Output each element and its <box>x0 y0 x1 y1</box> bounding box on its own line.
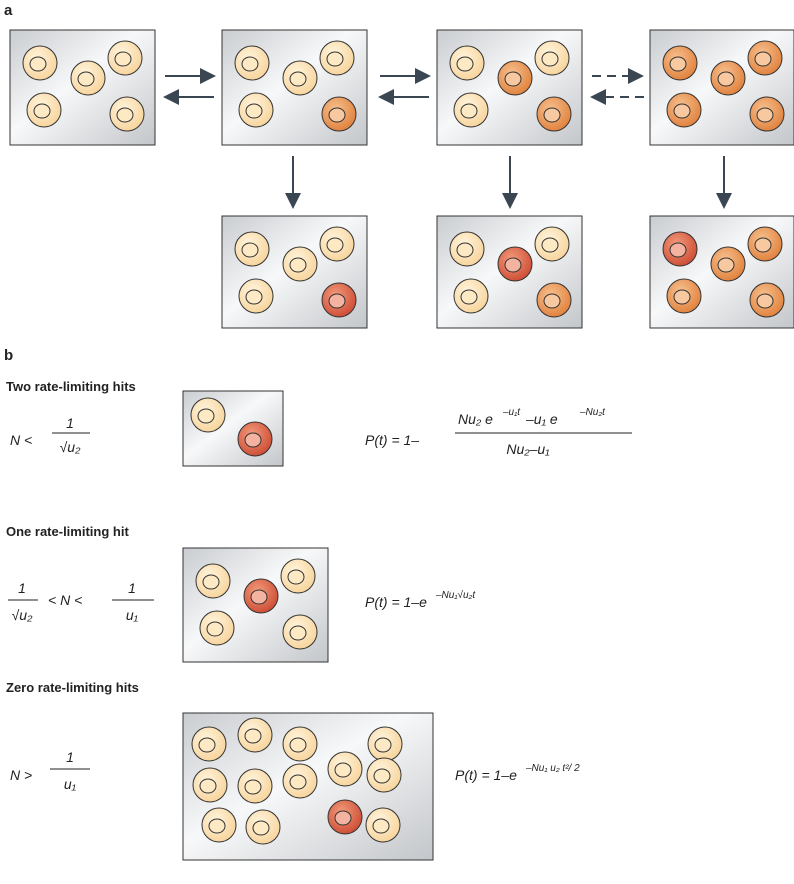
nucleus <box>374 769 390 783</box>
nucleus <box>544 294 560 308</box>
fraction-denominator: √u₂ <box>12 607 33 623</box>
nucleus <box>461 104 477 118</box>
nucleus <box>288 570 304 584</box>
nucleus <box>207 622 223 636</box>
fraction-numerator: 1 <box>128 580 136 596</box>
nucleus <box>246 104 262 118</box>
nucleus <box>670 57 686 71</box>
nucleus <box>457 243 473 257</box>
nucleus <box>78 72 94 86</box>
nucleus <box>755 238 771 252</box>
nucleus <box>117 108 133 122</box>
nucleus <box>245 729 261 743</box>
nucleus <box>457 57 473 71</box>
nucleus <box>290 738 306 752</box>
formula-sup: –Nu₁√u₂t <box>435 589 476 601</box>
fraction-numerator: 1 <box>66 749 74 765</box>
nucleus <box>327 52 343 66</box>
nucleus <box>246 290 262 304</box>
nucleus <box>198 409 214 423</box>
fraction-denominator: √u₂ <box>60 439 81 455</box>
panel-label: b <box>4 347 13 364</box>
nucleus <box>755 52 771 66</box>
section-title: One rate-limiting hit <box>6 524 129 539</box>
fraction-numerator: 1 <box>18 580 26 596</box>
nucleus <box>115 52 131 66</box>
condition: N > <box>10 767 32 783</box>
nucleus <box>34 104 50 118</box>
nucleus <box>290 626 306 640</box>
fraction-denominator: u₁ <box>64 776 77 792</box>
fraction-numerator: 1 <box>66 415 74 431</box>
section-title: Two rate-limiting hits <box>6 379 136 394</box>
nucleus <box>335 763 351 777</box>
nucleus <box>505 258 521 272</box>
nucleus <box>209 819 225 833</box>
nucleus <box>290 72 306 86</box>
nucleus <box>290 775 306 789</box>
section-title: Zero rate-limiting hits <box>6 680 139 695</box>
nucleus <box>757 108 773 122</box>
nucleus <box>329 108 345 122</box>
nucleus <box>203 575 219 589</box>
nucleus <box>674 104 690 118</box>
formula-sup: –Nu₂t <box>579 407 606 418</box>
nucleus <box>327 238 343 252</box>
nucleus <box>461 290 477 304</box>
nucleus <box>505 72 521 86</box>
nucleus <box>674 290 690 304</box>
formula: P(t) = 1–e <box>455 767 517 783</box>
fraction-denominator: u₁ <box>126 607 139 623</box>
nucleus <box>245 433 261 447</box>
nucleus <box>245 780 261 794</box>
nucleus <box>199 738 215 752</box>
nucleus <box>200 779 216 793</box>
nucleus <box>335 811 351 825</box>
nucleus <box>375 738 391 752</box>
nucleus <box>242 57 258 71</box>
nucleus <box>242 243 258 257</box>
formula: Nu₂–u₁ <box>506 441 550 457</box>
nucleus <box>718 258 734 272</box>
nucleus <box>253 821 269 835</box>
condition: < N < <box>48 592 82 608</box>
nucleus <box>544 108 560 122</box>
panel-label: a <box>4 2 13 19</box>
nucleus <box>329 294 345 308</box>
nucleus <box>670 243 686 257</box>
figure: a b Two rate-limiting hits N < 1 √u₂ P(t… <box>0 0 794 884</box>
formula-sup: –Nu₁ u₂ t²/ 2 <box>525 763 580 774</box>
nucleus <box>542 52 558 66</box>
formula: Nu₂ e <box>458 411 493 427</box>
nucleus <box>542 238 558 252</box>
formula: P(t) = 1–e <box>365 594 427 610</box>
formula: P(t) = 1– <box>365 432 419 448</box>
nucleus <box>373 819 389 833</box>
nucleus <box>251 590 267 604</box>
condition: N < <box>10 432 32 448</box>
nucleus <box>30 57 46 71</box>
nucleus <box>290 258 306 272</box>
formula-sup: –u₁t <box>502 407 521 418</box>
formula: –u₁ e <box>525 411 558 427</box>
nucleus <box>718 72 734 86</box>
nucleus <box>757 294 773 308</box>
